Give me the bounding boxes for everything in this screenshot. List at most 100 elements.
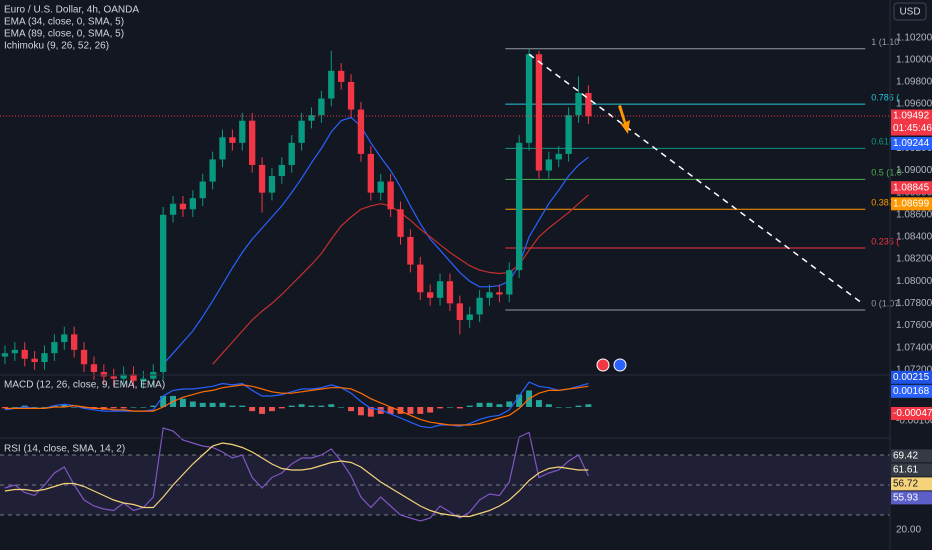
histogram-bar xyxy=(199,402,206,407)
histogram-bar xyxy=(150,405,157,407)
currency-button-label: USD xyxy=(899,7,920,18)
candle-body xyxy=(51,342,58,354)
candle-body xyxy=(120,374,127,379)
histogram-bar xyxy=(209,402,216,407)
candle-body xyxy=(397,209,404,237)
candle-body xyxy=(496,292,503,295)
histogram-bar xyxy=(278,407,285,409)
candle-body xyxy=(338,70,345,82)
histogram-bar xyxy=(239,405,246,407)
histogram-bar xyxy=(427,407,434,413)
y-tick-label: -0.00100 xyxy=(896,415,932,426)
fib-label: 0.236 ( xyxy=(871,236,899,246)
currency-button[interactable] xyxy=(893,2,927,21)
y-tick-label: 1.07600 xyxy=(896,320,932,331)
fib-label: 0.786 ( xyxy=(871,92,899,102)
rsi-line xyxy=(4,427,589,522)
histogram-bar xyxy=(288,405,295,407)
histogram-bar xyxy=(189,401,196,407)
legend-entry: EMA (89, close, 0, SMA, 5) xyxy=(4,29,124,40)
candle-body xyxy=(347,81,355,110)
y-tick-label: 1.07200 xyxy=(896,364,932,375)
candle-body xyxy=(516,142,523,271)
price-badge xyxy=(891,477,932,491)
histogram-bar xyxy=(318,405,325,407)
candle-body xyxy=(466,314,473,320)
candle-body xyxy=(11,349,18,354)
histogram-bar xyxy=(407,407,414,414)
price-badge-label: 0.00215 xyxy=(893,372,930,383)
candle-body xyxy=(387,181,394,210)
candle-body xyxy=(100,372,107,377)
y-tick-label: 1.10200 xyxy=(896,32,932,43)
price-badge-label: 0.00168 xyxy=(893,386,930,397)
price-badge xyxy=(891,449,932,463)
histogram-bar xyxy=(31,407,38,408)
candle-body xyxy=(61,334,68,343)
candle-body xyxy=(377,181,384,193)
price-badge-label: 1.09244 xyxy=(893,138,930,149)
y-tick-label: 1.08000 xyxy=(896,276,932,287)
candle-body xyxy=(575,93,582,116)
histogram-bar xyxy=(1,407,8,409)
candle-body xyxy=(417,264,424,293)
histogram-bar xyxy=(535,400,542,407)
candle-body xyxy=(169,203,177,215)
chart-title: Euro / U.S. Dollar, 4h, OANDA xyxy=(4,5,139,16)
histogram-bar xyxy=(11,407,18,408)
histogram-bar xyxy=(179,398,186,407)
candle-body xyxy=(328,70,335,99)
fib-label: 0.382 ( xyxy=(871,198,899,208)
candle-body xyxy=(506,270,513,295)
price-badge xyxy=(891,370,932,384)
candle-body xyxy=(199,181,206,199)
candle-body xyxy=(357,109,365,154)
fib-label: 0.5 (1.0 xyxy=(871,168,902,178)
candle-body xyxy=(258,164,266,193)
histogram-bar xyxy=(476,402,483,407)
price-badge xyxy=(891,136,932,150)
candle-body xyxy=(367,153,374,193)
histogram-bar xyxy=(120,407,127,409)
histogram-bar xyxy=(338,407,345,408)
price-badge xyxy=(891,463,932,477)
price-badge xyxy=(891,197,932,211)
candle-body xyxy=(565,115,572,154)
event-icon[interactable] xyxy=(613,358,627,372)
y-tick-label: 1.07800 xyxy=(896,298,932,309)
arrow-icon xyxy=(618,105,630,134)
candle-body xyxy=(407,236,414,265)
event-icon[interactable] xyxy=(596,358,610,372)
y-tick-label: 1.09000 xyxy=(896,165,932,176)
y-tick-label: 1.08200 xyxy=(896,254,932,265)
histogram-bar xyxy=(506,401,513,407)
candle-body xyxy=(436,281,444,298)
histogram-bar xyxy=(456,407,463,409)
histogram-bar xyxy=(21,405,28,407)
chart-title: RSI (14, close, SMA, 14, 2) xyxy=(4,444,125,455)
candle-body xyxy=(446,281,454,304)
histogram-bar xyxy=(348,407,355,412)
histogram-bar xyxy=(496,404,503,407)
candle-body xyxy=(1,353,9,357)
histogram-bar xyxy=(140,407,147,408)
candle-body xyxy=(535,54,543,171)
candle-body xyxy=(21,349,28,359)
candle-body xyxy=(486,292,493,298)
histogram-bar xyxy=(466,405,473,407)
histogram-bar xyxy=(575,405,582,407)
candle-body xyxy=(288,142,295,165)
candle-body xyxy=(179,203,187,210)
price-badge xyxy=(891,406,932,420)
candle-body xyxy=(456,303,463,320)
price-badge xyxy=(891,491,932,505)
candle-body xyxy=(31,358,38,363)
price-badge-label: 61.61 xyxy=(893,465,918,476)
candle-body xyxy=(268,176,276,193)
indicator-label: Ichimoku (9, 26, 52, 26) xyxy=(4,41,109,52)
histogram-bar xyxy=(61,404,68,407)
price-badge-label: 1.08845 xyxy=(893,182,930,193)
price-badge xyxy=(891,384,932,398)
